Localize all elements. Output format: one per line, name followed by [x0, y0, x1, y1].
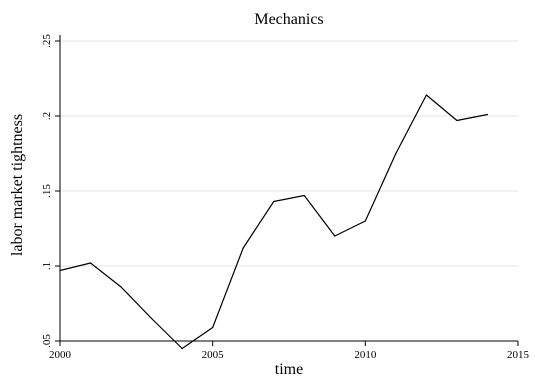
- x-axis: 2000 2005 2010 2015: [49, 340, 530, 361]
- data-point: [89, 262, 92, 264]
- data-point: [456, 119, 458, 122]
- y-tick-label: .2: [41, 112, 53, 120]
- data-point: [120, 286, 122, 288]
- x-axis-label: time: [275, 361, 303, 378]
- data-point: [364, 220, 366, 222]
- data-point: [181, 347, 183, 350]
- data-point: [59, 269, 61, 272]
- series-layer: [59, 94, 489, 350]
- y-tick-label: .1: [41, 262, 53, 270]
- gridlines: [60, 40, 518, 342]
- x-tick-label: 2010: [354, 349, 377, 361]
- data-point: [273, 200, 275, 203]
- data-point: [212, 326, 214, 329]
- chart-title: Mechanics: [254, 11, 323, 28]
- data-point: [334, 235, 336, 237]
- series-line: [59, 94, 488, 350]
- data-point: [151, 317, 153, 320]
- y-tick-label: .25: [41, 34, 53, 48]
- data-point: [486, 113, 489, 116]
- data-point: [303, 194, 305, 197]
- y-axis-label: labor market tightness: [9, 114, 26, 256]
- data-point: [395, 152, 397, 155]
- x-tick-label: 2005: [202, 349, 225, 361]
- y-tick-label: .15: [41, 184, 53, 198]
- data-point: [425, 94, 427, 96]
- y-tick-label: .05: [41, 334, 53, 348]
- data-point: [242, 247, 244, 249]
- x-tick-label: 2015: [507, 349, 530, 361]
- x-tick-label: 2000: [49, 349, 72, 361]
- y-axis: .05 .1 .15 .2 .25: [41, 34, 61, 348]
